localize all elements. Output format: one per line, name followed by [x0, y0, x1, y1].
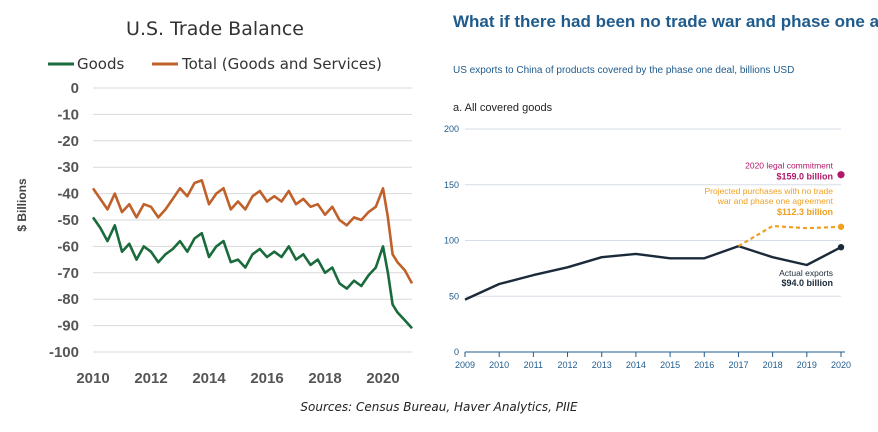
left-y-tick-label: -50	[57, 212, 79, 229]
legend-label-goods: Goods	[77, 55, 124, 73]
right-x-tick-label: 2015	[660, 360, 680, 370]
right-x-tick-label: 2018	[763, 360, 783, 370]
right-x-tick-label: 2020	[831, 360, 851, 370]
actual-exports-line	[464, 244, 842, 301]
projected-label-line: war and phase one agreement	[717, 196, 834, 206]
right-gridlines	[465, 128, 845, 353]
right-x-tick-label: 2012	[558, 360, 578, 370]
left-x-tick-label: 2010	[76, 370, 109, 387]
goods-series-line	[91, 216, 413, 330]
left-y-tick-label: -90	[57, 318, 79, 335]
right-x-tick-label: 2011	[524, 360, 543, 370]
actual-exports-endpoint	[837, 243, 845, 251]
left-gridlines	[93, 87, 412, 353]
left-y-tick-label: -10	[57, 106, 79, 123]
right-y-tick-label: 50	[449, 291, 459, 301]
left-y-tick-label: 0	[71, 80, 79, 97]
right-x-tick-label: 2017	[728, 360, 748, 370]
right-series-lines	[464, 171, 845, 301]
right-annotations: 2020 legal commitment$159.0 billion Proje…	[704, 161, 833, 288]
total-series-line	[91, 179, 414, 285]
left-y-tick-label: -40	[57, 186, 79, 203]
right-y-ticks: 0 50 100 150 200	[444, 124, 459, 357]
right-x-tick-label: 2013	[592, 360, 612, 370]
legend-label-total: Total (Goods and Services)	[181, 55, 382, 73]
sources-footer: Sources: Census Bureau, Haver Analytics,…	[300, 400, 578, 414]
left-x-tick-label: 2018	[308, 370, 341, 387]
right-chart-title: What if there had been no trade war and …	[453, 12, 878, 31]
projected-endpoint	[837, 223, 845, 230]
right-x-ticks: 2009 2010 2011 2012 2013 2014 2015 2016 2017 2018…	[455, 352, 851, 370]
right-y-tick-label: 100	[444, 236, 459, 246]
left-y-tick-label: -100	[49, 344, 79, 361]
right-panel-label: a. All covered goods	[453, 102, 553, 114]
right-x-tick-label: 2010	[489, 360, 509, 370]
commitment-point	[837, 171, 845, 179]
projected-value: $112.3 billion	[777, 207, 833, 217]
commitment-label: 2020 legal commitment	[745, 161, 834, 171]
right-y-tick-label: 0	[454, 347, 459, 357]
left-series-lines	[91, 179, 414, 330]
actual-value: $94.0 billion	[781, 278, 833, 288]
left-x-ticks: 2010 2012 2014 2016 2018 2020	[76, 370, 399, 387]
left-y-tick-label: -70	[57, 265, 79, 282]
projected-label-line: Projected purchases with no trade	[704, 186, 833, 196]
right-x-tick-label: 2009	[455, 360, 475, 370]
right-x-tick-label: 2014	[626, 360, 646, 370]
left-x-tick-label: 2016	[250, 370, 283, 387]
right-y-tick-label: 200	[444, 124, 459, 134]
right-x-tick-label: 2019	[797, 360, 817, 370]
left-legend: Goods Total (Goods and Services)	[48, 55, 382, 73]
left-y-axis-label: $ Billions	[15, 178, 29, 232]
right-y-tick-label: 150	[444, 180, 459, 190]
actual-label: Actual exports	[779, 268, 833, 278]
left-y-tick-label: -30	[57, 159, 79, 176]
phase-one-chart: What if there had been no trade war and …	[444, 12, 878, 370]
left-y-tick-label: -60	[57, 238, 79, 255]
trade-balance-chart: U.S. Trade Balance Goods Total (Goods an…	[15, 18, 414, 387]
commitment-value: $159.0 billion	[776, 172, 833, 182]
left-y-ticks: 0 -10 -20 -30 -40 -50 -60 -70 -80 -90 -100	[49, 80, 79, 361]
left-x-tick-label: 2020	[366, 370, 399, 387]
left-x-tick-label: 2012	[134, 370, 167, 387]
left-chart-title: U.S. Trade Balance	[126, 18, 304, 40]
right-x-tick-label: 2016	[694, 360, 714, 370]
left-x-tick-label: 2014	[192, 370, 226, 387]
projected-purchases-line	[737, 224, 842, 248]
left-y-tick-label: -80	[57, 291, 79, 308]
right-chart-subtitle: US exports to China of products covered …	[453, 65, 794, 76]
left-y-tick-label: -20	[57, 133, 79, 150]
